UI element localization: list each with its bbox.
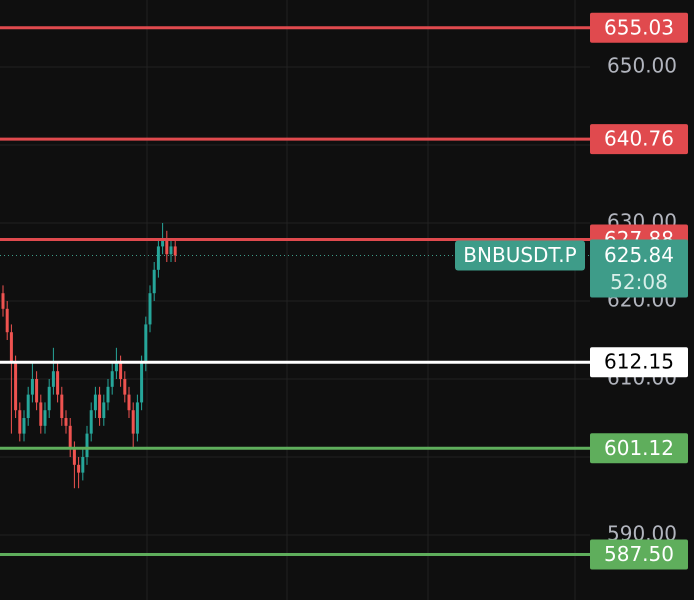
candle-body bbox=[135, 402, 139, 434]
candle-body bbox=[68, 425, 72, 450]
y-tick-label: 650.00 bbox=[607, 54, 677, 78]
price-box bbox=[590, 239, 688, 298]
candle-body bbox=[110, 371, 114, 387]
candle-body bbox=[161, 238, 165, 247]
candle-body bbox=[123, 379, 127, 395]
candle-body bbox=[93, 394, 97, 411]
candle-body bbox=[30, 379, 34, 395]
symbol-box bbox=[455, 240, 585, 271]
candle-body bbox=[106, 386, 110, 403]
candle-body bbox=[18, 410, 22, 434]
level-label-box bbox=[590, 12, 688, 43]
candle-body bbox=[43, 410, 47, 426]
candle-body bbox=[156, 246, 160, 270]
candle-body bbox=[165, 238, 169, 255]
level-label-box bbox=[590, 539, 688, 570]
level-label: 601.12 bbox=[604, 436, 674, 460]
candle-body bbox=[26, 394, 30, 419]
candle-body bbox=[102, 402, 106, 419]
candle-body bbox=[22, 418, 26, 434]
candle-body bbox=[47, 386, 51, 411]
candle-body bbox=[98, 394, 102, 419]
level-label: 640.76 bbox=[604, 127, 674, 151]
level-label: 587.50 bbox=[604, 542, 674, 566]
candle-body bbox=[35, 379, 39, 403]
candle-body bbox=[114, 363, 118, 372]
level-label: 655.03 bbox=[604, 15, 674, 39]
candle-body bbox=[72, 449, 76, 465]
candle-body bbox=[14, 363, 18, 411]
candle-body bbox=[140, 363, 144, 403]
candle-body bbox=[39, 402, 43, 426]
candle-body bbox=[60, 394, 64, 419]
candle-body bbox=[89, 410, 93, 434]
candle-body bbox=[119, 363, 123, 380]
candle-body bbox=[148, 293, 152, 325]
candle-body bbox=[51, 371, 55, 387]
symbol-label: BNBUSDT.P bbox=[463, 243, 576, 267]
candle-body bbox=[64, 418, 68, 426]
candle-body bbox=[152, 269, 156, 294]
candle-body bbox=[56, 371, 60, 395]
level-label-box bbox=[590, 347, 688, 378]
candle-body bbox=[5, 308, 9, 333]
candle-body bbox=[131, 410, 135, 434]
candle-body bbox=[173, 246, 177, 256]
level-label: 612.15 bbox=[604, 350, 674, 374]
level-label-box bbox=[590, 124, 688, 155]
candle-body bbox=[1, 293, 5, 309]
current-price-label: 625.84 bbox=[604, 243, 674, 267]
candle-body bbox=[169, 246, 173, 255]
candle-body bbox=[9, 332, 13, 364]
candle-body bbox=[81, 457, 85, 473]
level-label-box bbox=[590, 433, 688, 464]
candle-body bbox=[85, 433, 89, 458]
countdown-label: 52:08 bbox=[610, 270, 668, 294]
candle-body bbox=[127, 394, 131, 411]
candle-body bbox=[77, 464, 81, 473]
candle-body bbox=[144, 324, 148, 364]
